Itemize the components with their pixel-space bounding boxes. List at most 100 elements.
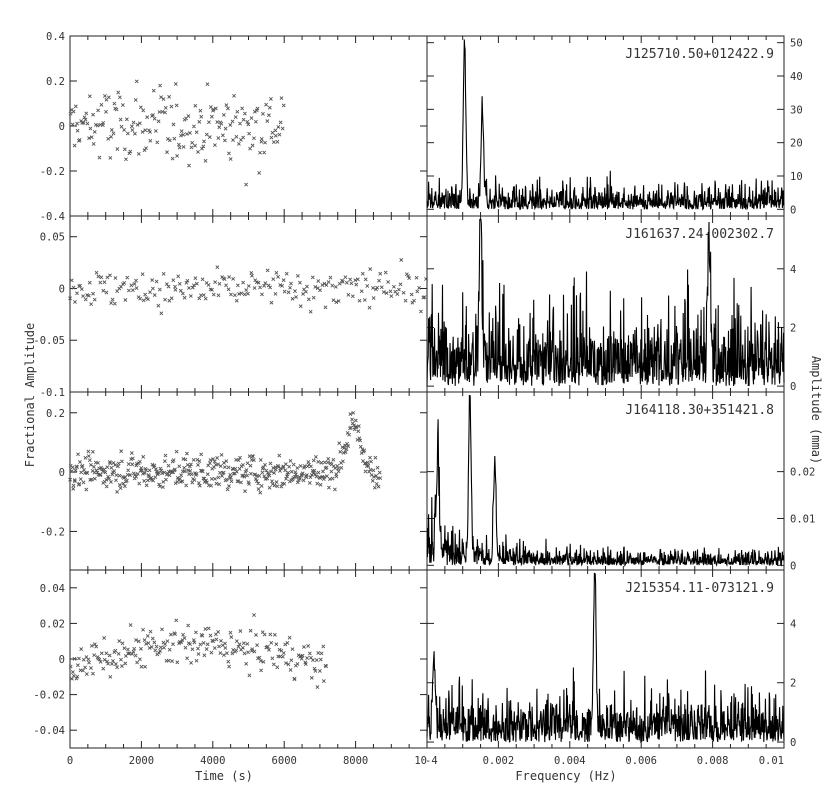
data-point (156, 303, 161, 308)
data-point (85, 121, 90, 126)
data-point (135, 471, 140, 476)
data-point (262, 632, 267, 637)
data-point (212, 143, 217, 148)
data-point (185, 656, 190, 661)
data-point (377, 470, 382, 475)
data-point (244, 661, 249, 666)
data-point (88, 462, 93, 467)
data-point (80, 120, 85, 125)
panel-left-2: 0.05 0 -0.05 -0.1 (33, 215, 428, 399)
data-point (295, 661, 300, 666)
data-point (194, 658, 199, 663)
data-point (106, 661, 111, 666)
data-point (306, 297, 311, 302)
data-point (306, 460, 311, 464)
data-point (123, 661, 128, 666)
data-point (158, 649, 162, 653)
data-point (130, 456, 135, 461)
data-point (118, 486, 123, 491)
data-point (173, 287, 178, 292)
data-point (362, 298, 367, 302)
y-tick-label: 4 (790, 618, 796, 630)
data-point (138, 296, 142, 301)
data-point (403, 298, 408, 303)
data-point (238, 455, 242, 460)
data-point (318, 482, 323, 487)
data-point (163, 642, 168, 647)
data-point (274, 480, 279, 485)
data-point (108, 155, 113, 160)
data-point (261, 111, 265, 116)
data-point (366, 464, 371, 468)
data-point (218, 651, 223, 655)
data-point (75, 291, 79, 296)
data-point (153, 129, 158, 133)
data-point (119, 657, 123, 662)
x-tick-label: 4000 (200, 755, 225, 767)
data-point (249, 116, 254, 121)
data-point (202, 653, 207, 658)
data-point (325, 460, 330, 465)
data-point (240, 645, 245, 650)
data-point (245, 473, 250, 478)
data-point (80, 463, 85, 468)
data-point (138, 105, 143, 110)
data-point (92, 464, 96, 469)
data-point (354, 282, 359, 287)
data-point (346, 444, 351, 449)
data-point (91, 291, 95, 296)
data-point (143, 292, 148, 297)
data-point (257, 170, 262, 175)
data-point (263, 462, 267, 467)
panel-right-1: 50 40 30 20 10 0 J125710.50+012422.9 (426, 35, 803, 217)
data-point (377, 278, 381, 283)
data-point (69, 469, 74, 474)
data-point (173, 467, 177, 472)
data-point (161, 271, 166, 276)
data-point (158, 484, 162, 489)
data-point (196, 652, 201, 656)
data-point (157, 651, 161, 655)
data-point (205, 472, 210, 477)
data-point (216, 630, 221, 634)
data-point (363, 277, 368, 282)
data-point (264, 468, 269, 473)
data-point (70, 122, 75, 127)
data-point (192, 124, 196, 129)
data-point (221, 470, 226, 475)
data-point (105, 465, 110, 470)
data-point (317, 669, 322, 673)
y-tick-label: 4 (790, 264, 796, 276)
data-point (116, 90, 121, 95)
data-point (117, 639, 122, 644)
data-point (241, 135, 246, 140)
data-point (115, 489, 120, 494)
data-point (150, 286, 155, 291)
data-point (182, 295, 187, 300)
data-point (134, 286, 139, 290)
data-point (288, 458, 293, 463)
data-point (365, 284, 370, 288)
data-point (131, 120, 136, 125)
data-point (344, 280, 349, 285)
data-point (263, 281, 268, 286)
data-point (412, 298, 416, 303)
data-point (226, 287, 231, 292)
data-point (198, 642, 203, 647)
data-point (229, 479, 234, 484)
data-point (214, 637, 219, 642)
data-point (267, 647, 271, 652)
data-point (206, 282, 211, 287)
data-point (76, 452, 80, 457)
data-point (145, 634, 150, 638)
y-tick-label: -0.04 (33, 725, 65, 737)
data-point (383, 270, 388, 275)
data-point (299, 656, 304, 661)
data-point (280, 654, 285, 659)
data-point (69, 676, 74, 681)
data-point (203, 627, 208, 631)
data-point (71, 109, 76, 114)
data-point (89, 135, 94, 140)
data-point (371, 285, 375, 290)
panel-frame (426, 391, 785, 571)
